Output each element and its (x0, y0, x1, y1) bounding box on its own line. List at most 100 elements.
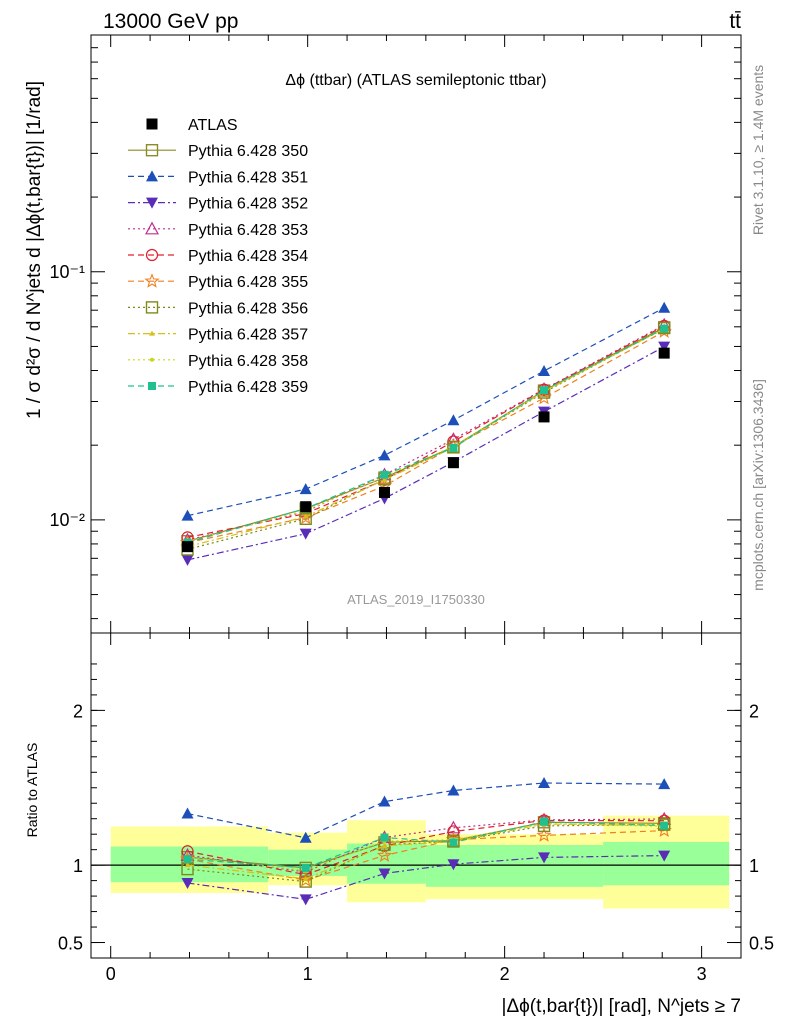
legend-marker (145, 248, 159, 262)
series-3-line (187, 346, 665, 561)
series-3-point (299, 528, 312, 540)
series-2-point (538, 365, 551, 377)
ratio-y-tick-label: 2 (73, 701, 83, 721)
ratio-series-3-point (181, 878, 194, 889)
ratio-y-tick-label: 1 (73, 856, 83, 876)
analysis-watermark: ATLAS_2019_I1750330 (347, 592, 485, 607)
series-0-point (300, 501, 312, 513)
ratio-y-axis-label: Ratio to ATLAS (24, 743, 40, 838)
legend-entry: Pythia 6.428 359 (128, 379, 308, 396)
series-2-point (447, 414, 460, 426)
ratio-series-10-line (187, 821, 665, 869)
series-6-point (298, 509, 314, 525)
legend-entry: Pythia 6.428 353 (128, 221, 308, 239)
main-y-axis-label: 1 / σ d²σ / d N^jets d |Δϕ(t,bar{t})| [1… (24, 81, 45, 419)
series-2-point (378, 449, 391, 461)
ratio-series-8-point (381, 842, 388, 848)
ratio-series-10-point (183, 855, 192, 864)
uncertainty-band-inner (603, 841, 730, 886)
x-tick-label: 1 (303, 964, 313, 984)
ratio-series-3-point (538, 852, 551, 864)
series-7-point (299, 512, 312, 526)
series-10-point (449, 443, 458, 452)
series-8-point (381, 476, 388, 482)
y-tick-label: 10⁻² (49, 510, 85, 530)
x-tick-label: 2 (500, 964, 510, 984)
rivet-label: Rivet 3.1.10, ≥ 1.4M events (750, 65, 766, 235)
x-tick-label: 0 (106, 964, 116, 984)
series-7-point (657, 321, 671, 335)
ratio-y-tick-label-right: 2 (749, 701, 759, 721)
mcplots-label: mcplots.cern.ch [arXiv:1306.3436] (750, 379, 766, 591)
ratio-series-8-point (302, 875, 309, 881)
series-2-point (299, 483, 312, 495)
ratio-series-2-point (538, 777, 551, 788)
ratio-series-3-point (299, 894, 312, 906)
ratio-series-10-point (660, 821, 669, 830)
ratio-series-2-point (378, 795, 391, 807)
header-energy: 13000 GeV pp (103, 10, 238, 33)
ratio-series-8-point (184, 862, 191, 868)
ratio-series-10-point (449, 838, 458, 847)
legend-entry: Pythia 6.428 351 (128, 169, 308, 186)
ratio-series-4-line (187, 818, 665, 873)
ratio-series-7-point (657, 818, 671, 831)
ratio-panel: 0.5 0.5 1 1 2 2 0 1 2 3 Ratio to ATLAS |Δϕ(t,bar{… (24, 632, 774, 1017)
ratio-y-tick-label: 0.5 (58, 934, 83, 954)
legend-marker (146, 170, 158, 182)
series-0-point (182, 541, 194, 553)
series-3 (181, 341, 671, 566)
legend-label: ATLAS (188, 117, 238, 134)
ratio-series-10-point (540, 817, 549, 826)
legend-label: Pythia 6.428 357 (188, 327, 308, 344)
legend-entry: Pythia 6.428 358 (128, 353, 308, 370)
ratio-series-2-line (187, 782, 665, 839)
legend-label: Pythia 6.428 359 (188, 379, 308, 396)
ratio-series-3-point (658, 850, 671, 862)
ratio-series-6-point (298, 872, 314, 887)
legend-marker (146, 197, 158, 209)
ratio-series-10-point (380, 833, 389, 842)
series-0-point (538, 411, 550, 423)
ratio-series-5-line (187, 819, 665, 876)
legend-entry: Pythia 6.428 357 (128, 327, 308, 344)
ratio-series-8-line (187, 823, 665, 880)
series-0-point (378, 486, 390, 498)
main-title: Δϕ (ttbar) (ATLAS semileptonic ttbar) (285, 72, 546, 89)
ratio-series-7-line (187, 824, 665, 883)
main-panel: 10⁻² 10⁻¹ Δϕ (ttbar) (ATLAS semileptonic … (24, 34, 742, 634)
legend-marker (145, 143, 159, 157)
legend-label: Pythia 6.428 355 (188, 274, 308, 291)
series-0-point (447, 457, 459, 469)
x-tick-label: 3 (697, 964, 707, 984)
legend-label: Pythia 6.428 356 (188, 300, 308, 317)
legend-marker (144, 273, 160, 288)
ratio-series-3-point (378, 868, 391, 880)
series-10-point (380, 470, 389, 479)
legend-entry: Pythia 6.428 354 (128, 248, 308, 265)
series-8-line (187, 327, 665, 548)
y-tick-label: 10⁻¹ (49, 262, 85, 282)
ratio-series-3-point (447, 859, 460, 871)
series-10-point (660, 324, 669, 333)
series-2-point (181, 509, 194, 521)
series-3-point (181, 554, 194, 566)
legend-entry: Pythia 6.428 355 (128, 273, 308, 291)
series-10-line (187, 328, 665, 544)
legend-entry: Pythia 6.428 350 (128, 143, 308, 160)
ratio-series-10 (183, 817, 669, 872)
ratio-series-2-point (299, 831, 312, 843)
legend-label: Pythia 6.428 354 (188, 248, 308, 265)
legend-entry: ATLAS (146, 117, 238, 134)
series-5-line (187, 325, 665, 538)
legend-label: Pythia 6.428 353 (188, 222, 308, 239)
legend-marker (144, 221, 160, 235)
legend-entry: Pythia 6.428 352 (128, 196, 308, 213)
ratio-series-2-point (658, 778, 671, 790)
series-3-point (658, 341, 671, 353)
legend: ATLAS Pythia 6.428 350 Pythia 6.428 351 Pyt… (128, 117, 308, 396)
series-2-line (187, 307, 665, 517)
ratio-series-7 (181, 818, 671, 888)
ratio-y-tick-label-right: 0.5 (749, 934, 774, 954)
